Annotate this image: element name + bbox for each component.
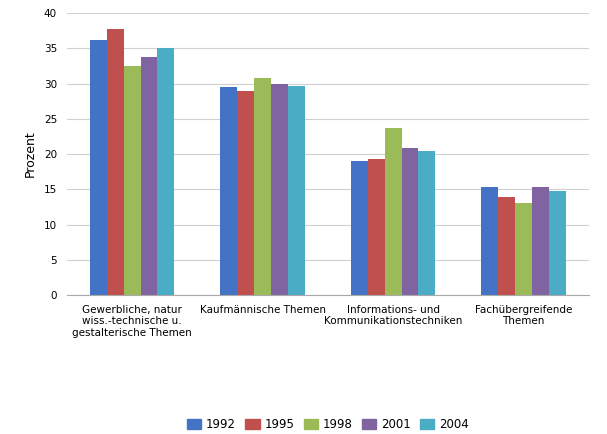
- Bar: [401, 148, 418, 295]
- Bar: [385, 128, 401, 295]
- Bar: [254, 78, 271, 295]
- Bar: [124, 66, 140, 295]
- Bar: [481, 187, 498, 295]
- Bar: [157, 48, 174, 295]
- Bar: [368, 159, 385, 295]
- Bar: [418, 151, 435, 295]
- Bar: [515, 203, 532, 295]
- Y-axis label: Prozent: Prozent: [24, 131, 37, 178]
- Bar: [549, 191, 566, 295]
- Bar: [140, 57, 157, 295]
- Bar: [90, 40, 107, 295]
- Bar: [271, 84, 288, 295]
- Bar: [237, 91, 254, 295]
- Bar: [288, 86, 305, 295]
- Bar: [351, 161, 368, 295]
- Bar: [532, 187, 549, 295]
- Legend: 1992, 1995, 1998, 2001, 2004: 1992, 1995, 1998, 2001, 2004: [182, 414, 473, 434]
- Bar: [220, 87, 237, 295]
- Bar: [107, 29, 124, 295]
- Bar: [498, 197, 515, 295]
